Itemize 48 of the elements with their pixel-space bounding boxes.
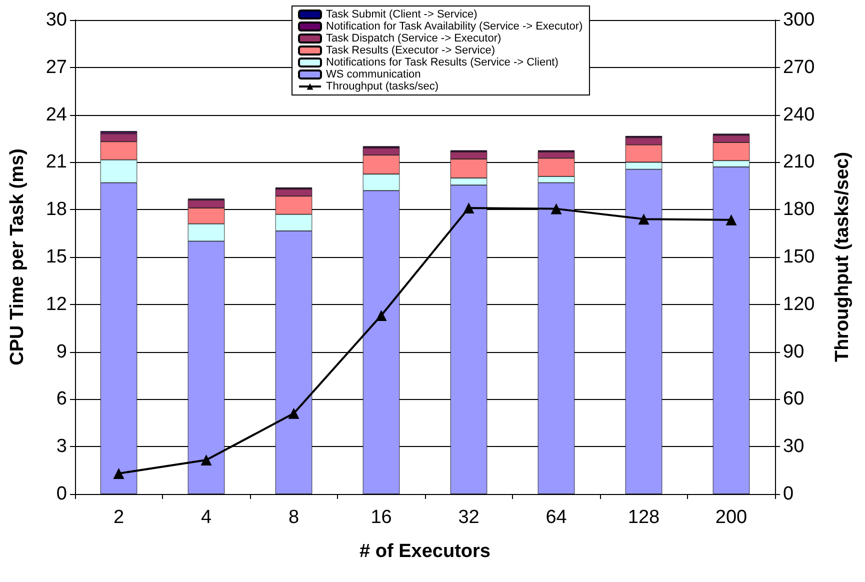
y-tick-label: 9 (56, 341, 67, 362)
point (200, 454, 212, 466)
y2-tick-label: 0 (783, 484, 794, 504)
point (550, 203, 562, 214)
y2-axis-title: Throughput (tasks/sec) (832, 152, 853, 362)
point (726, 214, 737, 226)
y-tick-label: 18 (46, 199, 67, 220)
legend-label: Notifications for Task Results (Service -> Client) (326, 56, 558, 68)
legend-label: Task Results (Executor -> Service) (326, 44, 496, 56)
y2-tick-label: 240 (783, 104, 815, 126)
legend-label: Notification for Task Availability (Service -> Executor) (326, 20, 583, 32)
y-tick-label: 6 (56, 388, 67, 410)
legend-label: Task Submit (Client -> Service) (326, 8, 478, 20)
y2-tick-label: 210 (783, 152, 815, 173)
x-tick-label: 64 (546, 507, 568, 528)
point (638, 214, 650, 225)
y2-tick-label: 90 (783, 341, 804, 362)
y2-tick-label: 120 (783, 294, 815, 315)
x-tick-label: 16 (370, 507, 392, 528)
x-tick-label: 8 (288, 507, 300, 528)
point (288, 408, 300, 419)
y2-tick-label: 180 (783, 199, 815, 220)
x-tick-label: 32 (458, 507, 480, 528)
x-tick-label: 4 (200, 507, 212, 528)
point (463, 202, 474, 214)
y-tick-label: 24 (46, 104, 68, 126)
y-tick-label: 12 (46, 294, 67, 315)
y2-tick-label: 60 (783, 388, 804, 410)
x-tick-label: 128 (628, 507, 660, 528)
y-tick-label: 30 (46, 10, 67, 30)
x-axis-title: # of Executors (360, 541, 490, 562)
y2-tick-label: 150 (783, 246, 815, 268)
x-tick-label: 200 (715, 507, 748, 528)
legend-label: Throughput (tasks/sec) (326, 80, 438, 92)
legend-label: Task Dispatch (Service -> Executor) (326, 32, 502, 44)
y-axis-title: CPU Time per Task (ms) (7, 148, 28, 366)
y2-tick-label: 30 (783, 436, 804, 458)
y2-tick-label: 270 (783, 56, 815, 78)
y-tick-label: 0 (56, 484, 67, 504)
y2-tick-label: 300 (783, 10, 815, 30)
y-tick-label: 27 (46, 56, 67, 78)
y-tick-label: 21 (46, 152, 67, 173)
y-tick-label: 3 (56, 436, 67, 458)
point (113, 468, 124, 479)
legend-label: WS communication (326, 68, 421, 80)
y-tick-label: 15 (46, 246, 67, 268)
x-tick-label: 2 (113, 507, 124, 528)
point (376, 310, 387, 321)
